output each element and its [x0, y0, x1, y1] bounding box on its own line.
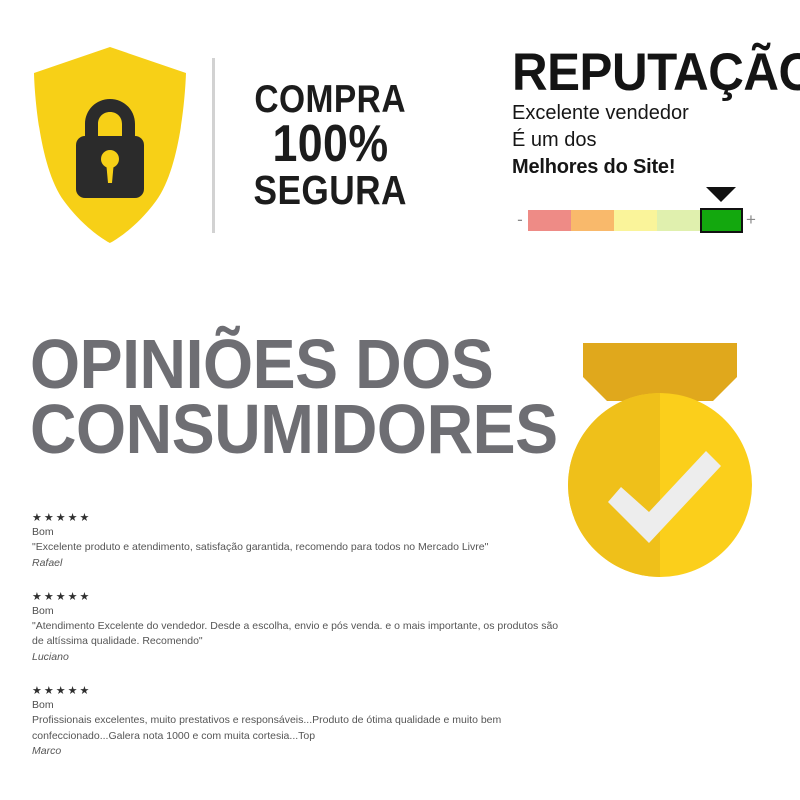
secure-purchase-text: COMPRA 100% SEGURA [241, 77, 419, 213]
scale-segment-light-green [657, 209, 700, 231]
reputation-line-1: Excelente vendedor [512, 102, 689, 124]
review-author: Luciano [32, 650, 69, 663]
down-triangle-pointer-icon [706, 186, 736, 202]
reviews-list: ★★★★★ Bom "Excelente produto e atendimen… [32, 512, 562, 779]
scale-segment-yellow [614, 209, 657, 231]
reputation-title: REPUTAÇÃO [512, 43, 800, 102]
review-item: ★★★★★ Bom Profissionais excelentes, muit… [32, 685, 562, 759]
gold-medal-check-icon [545, 325, 775, 580]
star-rating-icon: ★★★★★ [32, 512, 92, 524]
scale-segment-orange [571, 209, 614, 231]
secure-line-3: SEGURA [253, 166, 407, 213]
reputation-block: REPUTAÇÃO Excelente vendedor É um dos Me… [512, 43, 800, 233]
review-author: Marco [32, 744, 62, 757]
reputation-line-3: Melhores do Site! [512, 156, 676, 179]
review-label: Bom [32, 605, 54, 618]
reputation-line-2: É um dos [512, 129, 597, 152]
star-rating-icon: ★★★★★ [32, 590, 92, 603]
review-label: Bom [32, 699, 54, 712]
scale-segment-red [528, 209, 571, 231]
review-item: ★★★★★ Bom "Atendimento Excelente do vend… [32, 591, 562, 665]
reputation-scale: - + [512, 207, 774, 233]
star-rating-icon: ★★★★★ [32, 684, 92, 697]
secure-purchase-badge: COMPRA 100% SEGURA [30, 38, 410, 253]
shield-lock-icon [30, 43, 190, 248]
section-title-line-2: CONSUMIDORES [30, 390, 558, 469]
review-item: ★★★★★ Bom "Excelente produto e atendimen… [32, 512, 562, 571]
secure-line-2: 100% [272, 114, 389, 173]
review-body: Profissionais excelentes, muito prestati… [32, 714, 502, 742]
review-label: Bom [32, 526, 54, 539]
scale-minus-label: - [517, 210, 523, 230]
scale-segment-green [700, 207, 743, 233]
scale-plus-label: + [746, 210, 756, 230]
review-body: "Excelente produto e atendimento, satisf… [32, 541, 489, 554]
review-author: Rafael [32, 556, 63, 569]
section-title-line-1: OPINIÕES DOS [30, 325, 494, 403]
section-title: OPINIÕES DOS CONSUMIDORES [30, 325, 558, 469]
vertical-divider [212, 58, 215, 233]
secure-line-1: COMPRA [254, 77, 407, 121]
reputation-meter: - + [512, 186, 774, 233]
review-body: "Atendimento Excelente do vendedor. Desd… [32, 620, 559, 648]
